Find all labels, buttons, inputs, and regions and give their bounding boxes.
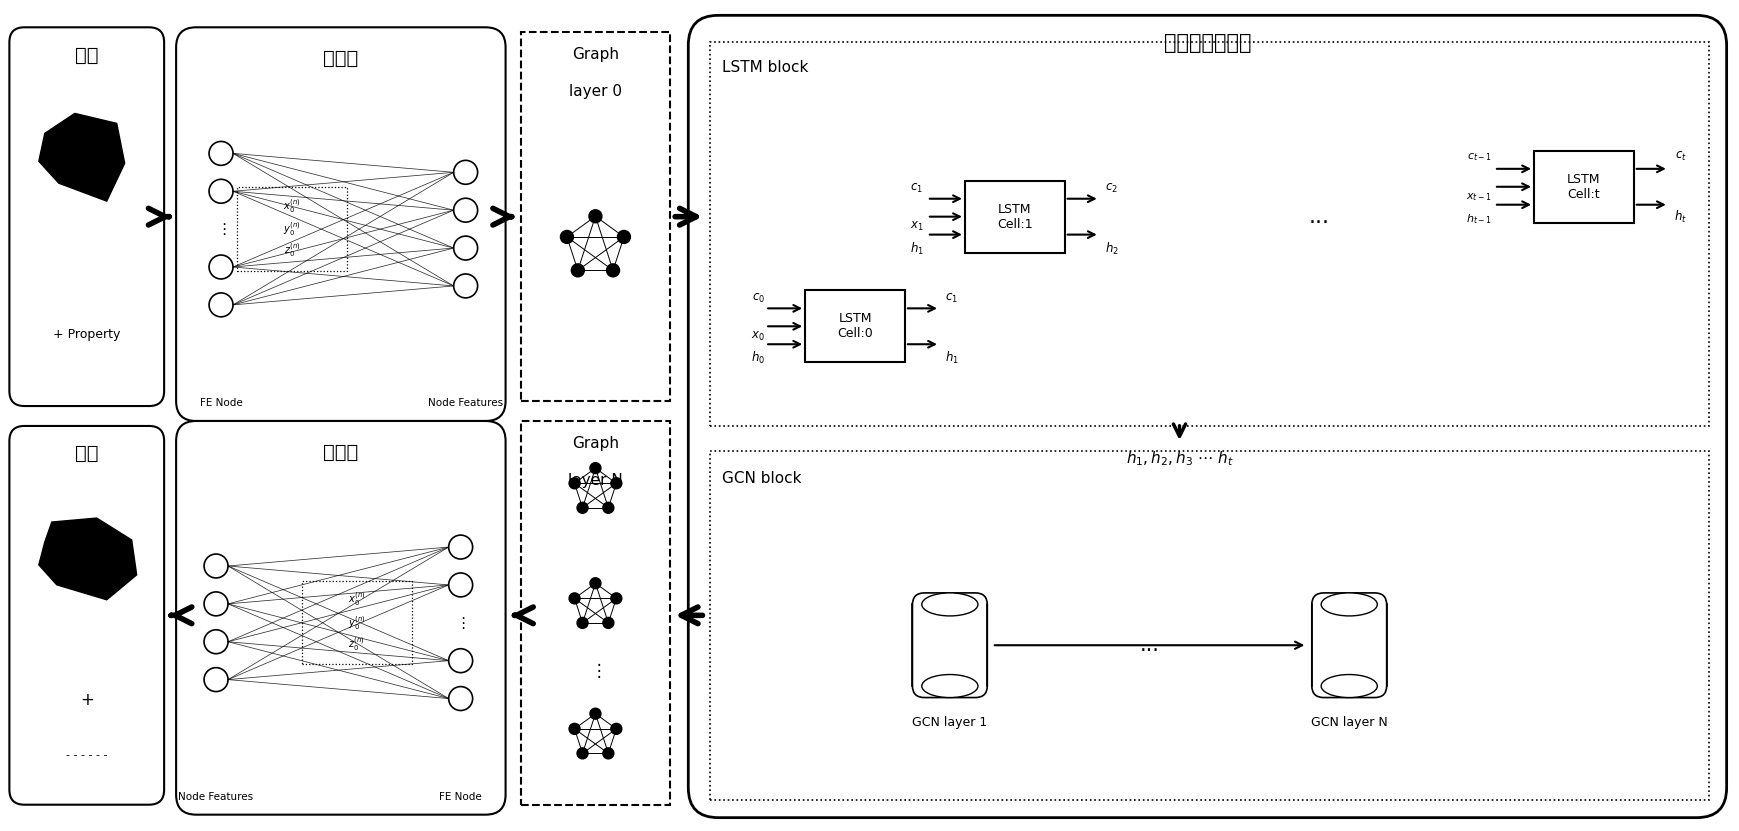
Circle shape [577,502,588,514]
Text: FE Node: FE Node [200,398,242,408]
Bar [1534,151,1633,223]
Polygon shape [38,113,125,201]
Text: $z_0^{(n)}$: $z_0^{(n)}$ [283,241,301,259]
Text: +: + [80,691,94,709]
Text: LSTM
Cell:1: LSTM Cell:1 [996,203,1033,231]
FancyBboxPatch shape [1311,593,1386,697]
Text: Node Features: Node Features [179,792,254,802]
Text: $h_0$: $h_0$ [751,350,765,366]
Text: LSTM
Cell:0: LSTM Cell:0 [836,312,873,341]
Text: LSTM
Cell:t: LSTM Cell:t [1567,173,1600,201]
Circle shape [590,578,602,588]
Text: LSTM block: LSTM block [722,60,809,75]
Text: FE Node: FE Node [440,792,482,802]
Text: $c_1$: $c_1$ [946,292,958,305]
Text: Node Features: Node Features [428,398,503,408]
Text: 输入: 输入 [75,46,99,65]
Text: $x_0^{(n)}$: $x_0^{(n)}$ [348,591,365,608]
Text: $h_1$: $h_1$ [909,240,923,257]
Bar [520,32,670,401]
Circle shape [569,723,581,735]
Text: $x_0^{(n)}$: $x_0^{(n)}$ [283,197,301,214]
Text: $y_0^{(n)}$: $y_0^{(n)}$ [348,614,365,632]
Circle shape [617,230,631,243]
Text: 解码器: 解码器 [323,443,358,462]
FancyBboxPatch shape [176,27,506,421]
FancyBboxPatch shape [9,27,163,406]
Ellipse shape [1322,675,1377,697]
Ellipse shape [922,675,977,697]
Text: $x_{t-1}$: $x_{t-1}$ [1466,191,1492,203]
Circle shape [603,748,614,759]
Circle shape [577,617,588,628]
Text: $c_1$: $c_1$ [911,182,923,195]
Text: $\vdots$: $\vdots$ [216,221,226,237]
Circle shape [610,593,623,604]
Text: GCN layer 1: GCN layer 1 [913,716,988,730]
Text: 编码器: 编码器 [323,49,358,68]
Circle shape [569,593,581,604]
Circle shape [603,502,614,514]
Bar [710,451,1709,799]
Circle shape [590,209,602,223]
Text: ...: ... [1139,635,1160,655]
Text: $h_1, h_2, h_3\ \cdots\ h_t$: $h_1, h_2, h_3\ \cdots\ h_t$ [1125,450,1233,468]
Circle shape [577,748,588,759]
Polygon shape [38,518,137,600]
Bar [805,290,904,362]
Text: layer N: layer N [569,473,623,488]
Ellipse shape [1322,593,1377,616]
Text: $y_0^{(n)}$: $y_0^{(n)}$ [283,220,301,238]
Text: $h_2$: $h_2$ [1104,240,1118,257]
Circle shape [569,478,581,489]
Circle shape [610,478,623,489]
Text: + Property: + Property [54,327,120,341]
Text: $c_0$: $c_0$ [751,292,765,305]
Text: ...: ... [1309,207,1330,227]
Bar [520,421,670,804]
Text: $h_1$: $h_1$ [944,350,958,366]
Circle shape [607,264,619,277]
Bar [237,188,348,271]
Text: 输出: 输出 [75,445,99,464]
Ellipse shape [922,593,977,616]
Text: GCN block: GCN block [722,471,802,486]
Bar [301,581,412,665]
Bar [965,181,1064,253]
FancyBboxPatch shape [913,593,988,697]
Text: $\vdots$: $\vdots$ [456,615,466,631]
Text: layer 0: layer 0 [569,84,623,99]
Text: $c_t$: $c_t$ [1675,150,1687,164]
Text: $h_{t-1}$: $h_{t-1}$ [1466,212,1492,225]
Circle shape [603,617,614,628]
Text: Graph: Graph [572,47,619,62]
Text: Graph: Graph [572,436,619,451]
Circle shape [560,230,574,243]
Text: $c_2$: $c_2$ [1106,182,1118,195]
Text: GCN layer N: GCN layer N [1311,716,1388,730]
Bar [710,42,1709,426]
Circle shape [572,264,584,277]
Circle shape [610,723,623,735]
FancyBboxPatch shape [9,426,163,804]
Text: $c_{t-1}$: $c_{t-1}$ [1466,151,1492,163]
Text: $z_0^{(n)}$: $z_0^{(n)}$ [348,635,365,652]
Circle shape [590,708,602,719]
FancyBboxPatch shape [176,421,506,814]
FancyBboxPatch shape [689,15,1727,818]
Text: $x_0$: $x_0$ [751,330,765,343]
Text: $h_t$: $h_t$ [1675,209,1687,224]
Circle shape [590,463,602,474]
Text: 信息传递和更新: 信息传递和更新 [1163,33,1250,53]
Text: $\vdots$: $\vdots$ [590,661,602,680]
Text: $x_1$: $x_1$ [909,220,923,234]
Text: - - - - - -: - - - - - - [66,750,108,760]
